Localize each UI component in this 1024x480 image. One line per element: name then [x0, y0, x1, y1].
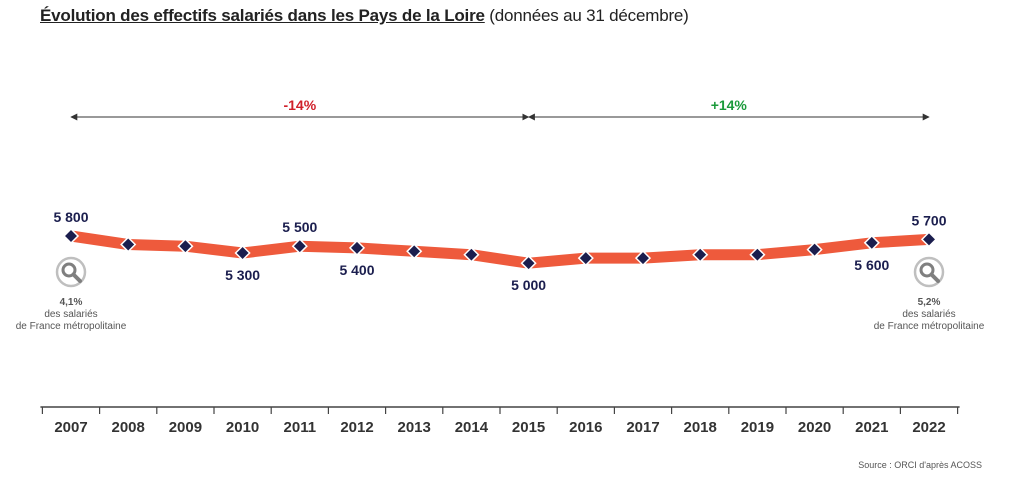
- x-tick-label-2019: 2019: [741, 419, 774, 436]
- share-note-2007: 4,1% des salariés de France métropolitai…: [0, 297, 156, 333]
- x-axis: 2007 2008 2009 2010 2011 2012 2013 2014 2015 2016…: [40, 406, 960, 436]
- share-note-line2: de France métropolitaine: [873, 321, 985, 332]
- source-note: Source : ORCI d'après ACOSS: [858, 460, 982, 470]
- data-point-2011: [291, 238, 308, 255]
- share-note-line2: de France métropolitaine: [15, 321, 127, 332]
- data-label-2022: 5 700: [911, 212, 946, 228]
- x-tick-label-2021: 2021: [855, 419, 888, 436]
- data-point-2009: [177, 238, 194, 255]
- x-tick-label-2022: 2022: [912, 419, 945, 436]
- period-label-0: -14%: [283, 97, 316, 113]
- magnifier-icon-1: [913, 256, 945, 288]
- chart-title: Évolution des effectifs salariés dans le…: [40, 6, 689, 26]
- share-note-line1: des salariés: [902, 309, 956, 320]
- data-labels: 5 800 5 300 5 500 5 400 5 000 5 600 5 700: [53, 209, 946, 293]
- x-tick-label-2010: 2010: [226, 419, 259, 436]
- data-point-2010: [234, 244, 251, 262]
- data-point-2016: [577, 250, 594, 267]
- data-point-2013: [406, 243, 423, 260]
- x-tick-label-2014: 2014: [455, 419, 489, 436]
- data-markers: [62, 227, 938, 272]
- x-tick-label-2020: 2020: [798, 419, 831, 436]
- data-label-2007: 5 800: [53, 209, 88, 225]
- data-point-2014: [463, 246, 480, 263]
- data-label-2021: 5 600: [854, 257, 889, 273]
- data-point-2015: [520, 255, 537, 272]
- x-tick-label-2015: 2015: [512, 419, 545, 436]
- magnifier-icon-0: [55, 256, 87, 288]
- magnifier-icons: [55, 256, 945, 288]
- data-label-2012: 5 400: [339, 262, 374, 278]
- data-point-2021: [863, 234, 880, 251]
- x-tick-label-2011: 2011: [284, 419, 317, 436]
- data-point-2012: [348, 239, 366, 256]
- x-tick-label-2009: 2009: [169, 419, 202, 436]
- series-line: [65, 230, 935, 269]
- x-tick-label-2016: 2016: [569, 419, 602, 436]
- x-tick-label-2012: 2012: [340, 419, 373, 436]
- data-label-2011: 5 500: [282, 219, 317, 235]
- share-note-pct: 4,1%: [59, 297, 83, 308]
- data-point-2007: [62, 227, 80, 245]
- data-point-2019: [749, 246, 766, 263]
- data-point-2008: [120, 236, 137, 253]
- data-label-2010: 5 300: [225, 267, 260, 283]
- x-tick-label-2008: 2008: [112, 419, 145, 436]
- period-arrows: -14% +14%: [70, 97, 930, 121]
- series-line-path: [65, 230, 935, 269]
- share-note-2022: 5,2% des salariés de France métropolitai…: [844, 297, 1014, 333]
- x-tick-label-2007: 2007: [54, 419, 87, 436]
- data-point-2022: [920, 231, 938, 248]
- period-label-1: +14%: [711, 97, 748, 113]
- x-tick-label-2018: 2018: [684, 419, 717, 436]
- x-tick-label-2013: 2013: [398, 419, 431, 436]
- data-point-2020: [806, 241, 823, 258]
- share-note-pct: 5,2%: [917, 297, 941, 308]
- chart-title-sub: (données au 31 décembre): [489, 6, 689, 25]
- data-point-2017: [634, 250, 652, 267]
- share-note-line1: des salariés: [44, 309, 98, 320]
- chart-title-main: Évolution des effectifs salariés dans le…: [40, 6, 485, 25]
- data-label-2015: 5 000: [511, 277, 546, 293]
- data-point-2018: [692, 246, 709, 263]
- x-tick-label-2017: 2017: [626, 419, 659, 436]
